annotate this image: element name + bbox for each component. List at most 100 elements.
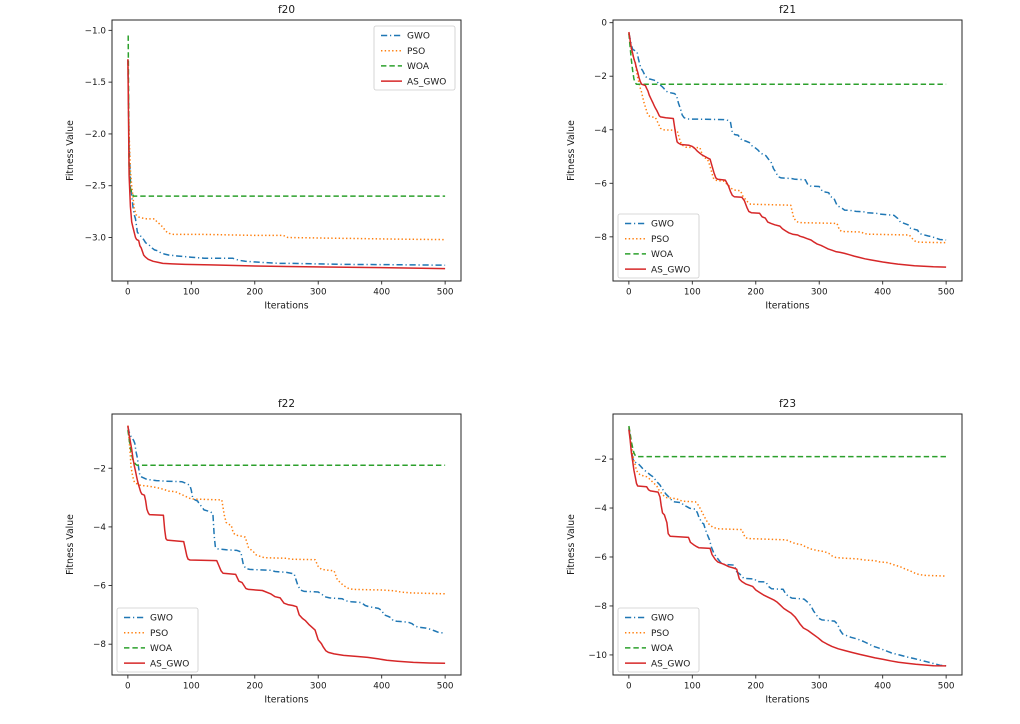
legend-label-AS_GWO: AS_GWO bbox=[407, 77, 446, 87]
y-axis-label: Fitness Value bbox=[65, 120, 76, 181]
legend-label-GWO: GWO bbox=[651, 220, 674, 230]
series-line-GWO bbox=[127, 59, 446, 266]
legend-label-GWO: GWO bbox=[407, 32, 430, 42]
y-tick-label: −10 bbox=[588, 651, 607, 661]
y-tick-label: −8 bbox=[594, 602, 607, 612]
legend-label-AS_GWO: AS_GWO bbox=[150, 659, 189, 669]
legend-label-WOA: WOA bbox=[651, 250, 674, 260]
x-tick-label: 400 bbox=[373, 288, 390, 298]
x-tick-label: 500 bbox=[437, 288, 454, 298]
y-tick-label: −8 bbox=[93, 640, 106, 650]
legend-box bbox=[116, 607, 199, 673]
x-axis-label: Iterations bbox=[264, 695, 308, 706]
series-line-WOA bbox=[628, 33, 947, 85]
series-line-GWO bbox=[127, 427, 446, 634]
y-tick-label: −6 bbox=[594, 179, 607, 189]
y-axis-label: Fitness Value bbox=[65, 514, 76, 575]
y-tick-label: 0 bbox=[601, 19, 607, 29]
axes-box bbox=[612, 19, 963, 282]
x-tick-label: 100 bbox=[183, 288, 200, 298]
y-tick-label: −2.5 bbox=[85, 182, 106, 192]
x-tick-label: 0 bbox=[125, 682, 131, 692]
x-axis-label: Iterations bbox=[765, 301, 809, 312]
x-tick-label: 0 bbox=[125, 288, 131, 298]
subplot-f22: 0 100 200 300 400 500 −2 −4 −6 −8 f22 Iterations Fit… bbox=[65, 398, 462, 706]
chart-title: f23 bbox=[779, 398, 796, 410]
y-tick-label: −6 bbox=[594, 553, 607, 563]
y-tick-label: −6 bbox=[93, 582, 106, 592]
axes-box bbox=[111, 413, 462, 676]
legend: GWO PSO WOA AS_GWO bbox=[617, 213, 700, 279]
legend-label-PSO: PSO bbox=[651, 235, 669, 245]
y-tick-label: −2.0 bbox=[85, 130, 107, 140]
axes-box bbox=[612, 413, 963, 676]
x-tick-label: 500 bbox=[938, 288, 955, 298]
series-line-WOA bbox=[127, 429, 446, 467]
y-tick-label: −4 bbox=[594, 126, 607, 136]
x-tick-label: 200 bbox=[246, 288, 263, 298]
x-axis-label: Iterations bbox=[765, 695, 809, 706]
subplot-f20: 0 100 200 300 400 500 −1.0 −1.5 −2.0 −2.5 −3.0 f20 I… bbox=[65, 4, 462, 312]
series-line-PSO bbox=[628, 33, 947, 244]
legend-box bbox=[373, 25, 456, 91]
x-tick-label: 300 bbox=[310, 682, 327, 692]
x-axis-label: Iterations bbox=[264, 301, 308, 312]
legend-label-PSO: PSO bbox=[150, 629, 168, 639]
legend-label-GWO: GWO bbox=[150, 614, 173, 624]
series-line-PSO bbox=[127, 59, 446, 241]
series-line-GWO bbox=[628, 428, 947, 667]
series-line-AS_GWO bbox=[127, 425, 446, 665]
x-tick-label: 300 bbox=[310, 288, 327, 298]
x-tick-label: 400 bbox=[874, 288, 891, 298]
x-tick-label: 200 bbox=[246, 682, 263, 692]
y-axis-label: Fitness Value bbox=[566, 514, 577, 575]
legend: GWO PSO WOA AS_GWO bbox=[373, 25, 456, 91]
series-line-AS_GWO bbox=[127, 59, 446, 270]
series-line-PSO bbox=[127, 425, 446, 595]
x-tick-label: 300 bbox=[811, 682, 828, 692]
x-tick-label: 500 bbox=[938, 682, 955, 692]
subplot-f23: 0 100 200 300 400 500 −2 −4 −6 −8 −10 f23 Iterations… bbox=[566, 398, 963, 706]
x-tick-label: 0 bbox=[626, 682, 632, 692]
x-tick-label: 300 bbox=[811, 288, 828, 298]
legend: GWO PSO WOA AS_GWO bbox=[116, 607, 199, 673]
legend-label-PSO: PSO bbox=[407, 47, 425, 57]
y-tick-label: −2 bbox=[93, 464, 106, 474]
x-tick-label: 100 bbox=[684, 682, 701, 692]
x-tick-label: 100 bbox=[684, 288, 701, 298]
chart-title: f22 bbox=[278, 398, 295, 410]
x-tick-label: 100 bbox=[183, 682, 200, 692]
legend: GWO PSO WOA AS_GWO bbox=[617, 607, 700, 673]
legend-box bbox=[617, 607, 700, 673]
y-tick-label: −2 bbox=[594, 72, 607, 82]
subplot-f21: 0 100 200 300 400 500 0 −2 −4 −6 −8 f21 Iterations Fi… bbox=[566, 4, 963, 312]
legend-label-AS_GWO: AS_GWO bbox=[651, 659, 690, 669]
y-tick-label: −3.0 bbox=[85, 234, 107, 244]
series-line-AS_GWO bbox=[628, 31, 947, 268]
y-axis-label: Fitness Value bbox=[566, 120, 577, 181]
y-tick-label: −1.5 bbox=[85, 78, 106, 88]
legend-label-PSO: PSO bbox=[651, 629, 669, 639]
legend-label-GWO: GWO bbox=[651, 614, 674, 624]
chart-title: f21 bbox=[779, 4, 796, 16]
legend-label-WOA: WOA bbox=[150, 644, 173, 654]
y-tick-label: −8 bbox=[594, 233, 607, 243]
x-tick-label: 200 bbox=[747, 682, 764, 692]
chart-title: f20 bbox=[278, 4, 295, 16]
legend-label-WOA: WOA bbox=[407, 62, 430, 72]
y-tick-label: −2 bbox=[594, 455, 607, 465]
axes-box bbox=[111, 19, 462, 282]
series-line-PSO bbox=[628, 427, 947, 577]
series-line-WOA bbox=[628, 425, 947, 458]
legend-label-AS_GWO: AS_GWO bbox=[651, 265, 690, 275]
x-tick-label: 0 bbox=[626, 288, 632, 298]
series-line-AS_GWO bbox=[628, 429, 947, 667]
y-tick-label: −1.0 bbox=[85, 26, 107, 36]
y-tick-label: −4 bbox=[594, 504, 607, 514]
x-tick-label: 400 bbox=[874, 682, 891, 692]
x-tick-label: 500 bbox=[437, 682, 454, 692]
x-tick-label: 400 bbox=[373, 682, 390, 692]
series-line-GWO bbox=[628, 33, 947, 241]
